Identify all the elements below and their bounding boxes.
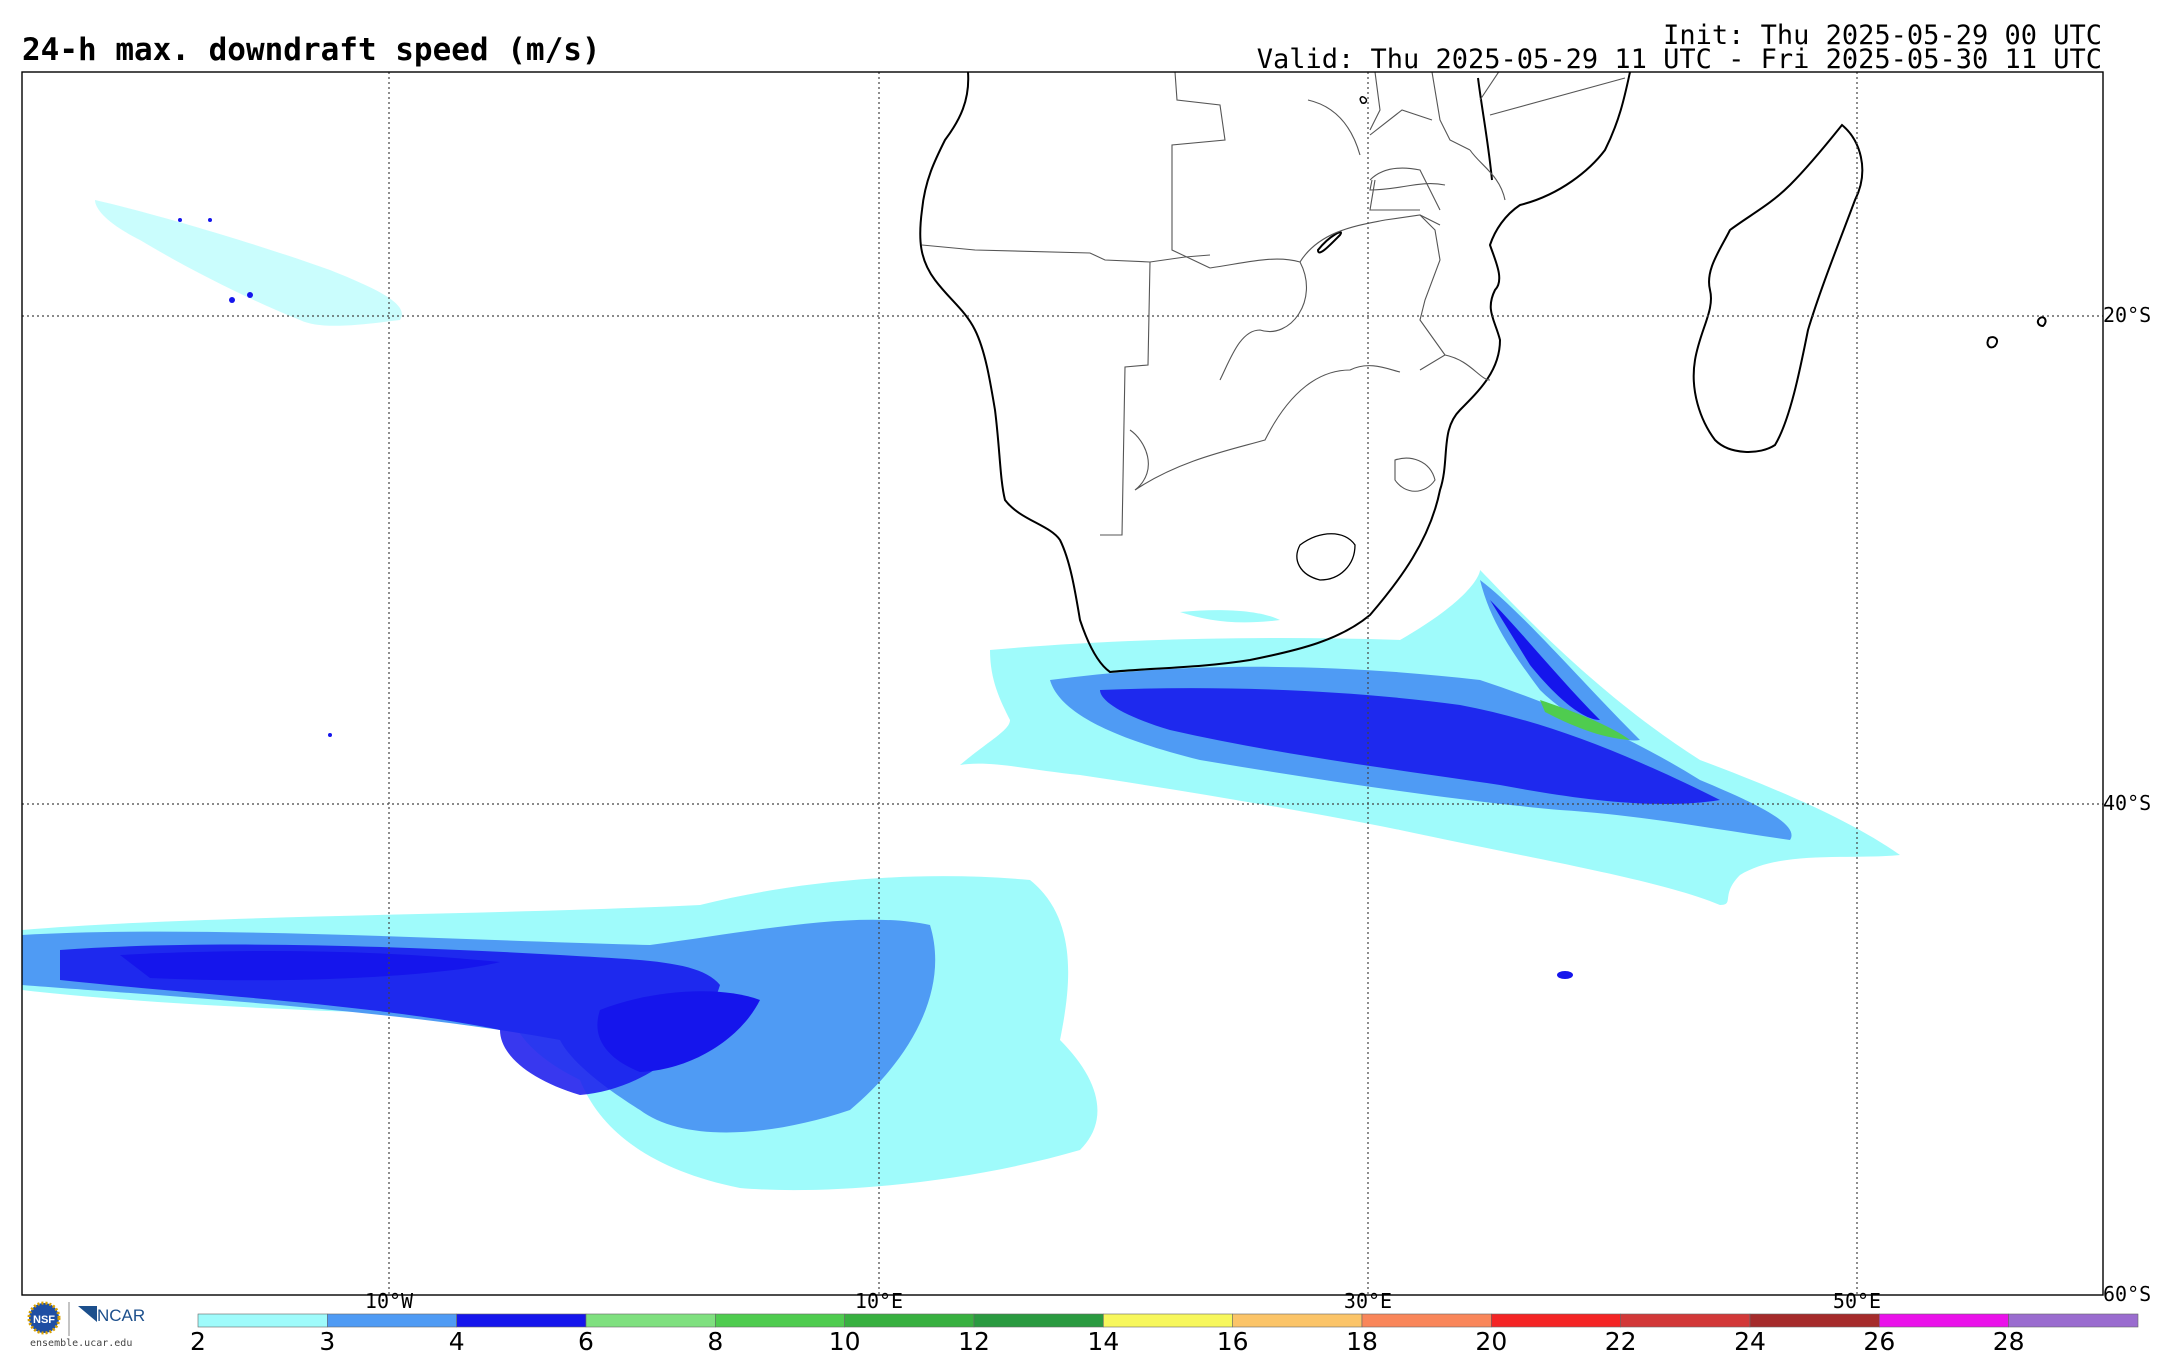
colorbar-tick-label: 18 bbox=[1346, 1327, 1378, 1356]
colorbar-tick-label: 28 bbox=[1992, 1327, 2025, 1356]
colorbar-tick-label: 4 bbox=[448, 1327, 465, 1356]
colorbar-tick-label: 22 bbox=[1604, 1327, 1637, 1356]
colorbar-tick-label: 16 bbox=[1216, 1327, 1249, 1356]
colorbar-tick-label: 6 bbox=[578, 1327, 594, 1356]
credit-url: ensemble.ucar.edu bbox=[30, 1338, 133, 1349]
nsf-logo-icon: NSF bbox=[27, 1301, 61, 1335]
map-frame bbox=[21, 71, 2104, 1296]
downdraft-field-indian bbox=[960, 570, 1900, 979]
colorbar-swatch bbox=[1103, 1313, 1233, 1328]
lon-label-10w: 10°W bbox=[364, 1289, 414, 1313]
lat-label-40s: 40°S bbox=[2103, 791, 2152, 815]
svg-text:NSF: NSF bbox=[33, 1314, 55, 1326]
lat-label-20s: 20°S bbox=[2103, 303, 2152, 327]
colorbar-tick-label: 26 bbox=[1863, 1327, 1896, 1356]
init-time: Init: Thu 2025-05-29 00 UTC bbox=[1663, 20, 2102, 51]
colorbar-swatch bbox=[973, 1313, 1104, 1328]
lon-label-50e: 50°E bbox=[1832, 1289, 1882, 1313]
colorbar-swatch bbox=[1361, 1313, 1492, 1328]
graticule bbox=[22, 72, 2103, 1295]
colorbar-tick-label: 3 bbox=[319, 1327, 336, 1356]
colorbar-tick-label: 14 bbox=[1087, 1327, 1120, 1356]
lon-label-30e: 30°E bbox=[1343, 1289, 1393, 1313]
colorbar bbox=[197, 1313, 2139, 1328]
colorbar-swatch bbox=[197, 1313, 328, 1328]
colorbar-swatch bbox=[1491, 1313, 1621, 1328]
colorbar-swatch bbox=[1879, 1313, 2009, 1328]
coastlines bbox=[919, 72, 2047, 674]
colorbar-tick-label: 10 bbox=[828, 1327, 861, 1356]
colorbar-swatch bbox=[715, 1313, 845, 1328]
map-title: 24-h max. downdraft speed (m/s) bbox=[22, 32, 601, 68]
colorbar-tick-label: 2 bbox=[190, 1327, 206, 1356]
colorbar-swatch bbox=[2008, 1313, 2139, 1328]
colorbar-swatch bbox=[327, 1313, 457, 1328]
colorbar-tick-label: 12 bbox=[958, 1327, 990, 1356]
downdraft-field-atlantic bbox=[22, 876, 1098, 1191]
country-borders bbox=[921, 72, 1626, 536]
ncar-logo-icon bbox=[78, 1306, 97, 1322]
colorbar-tick-label: 20 bbox=[1475, 1327, 1508, 1356]
colorbar-swatch bbox=[1749, 1313, 1880, 1328]
lon-label-10e: 10°E bbox=[854, 1289, 904, 1313]
valid-time: Valid: Thu 2025-05-29 11 UTC - Fri 2025-… bbox=[1256, 44, 2102, 75]
lat-label-60s: 60°S bbox=[2103, 1282, 2152, 1306]
colorbar-swatch bbox=[456, 1313, 587, 1328]
colorbar-swatch bbox=[1620, 1313, 1751, 1328]
colorbar-tick-label: 24 bbox=[1734, 1327, 1766, 1356]
colorbar-swatch bbox=[844, 1313, 975, 1328]
colorbar-swatch bbox=[1232, 1313, 1363, 1328]
downdraft-field-northwest bbox=[95, 200, 402, 737]
colorbar-tick-label: 8 bbox=[707, 1327, 724, 1356]
colorbar-swatch bbox=[585, 1313, 716, 1328]
ncar-logo-text: NCAR bbox=[97, 1306, 146, 1325]
